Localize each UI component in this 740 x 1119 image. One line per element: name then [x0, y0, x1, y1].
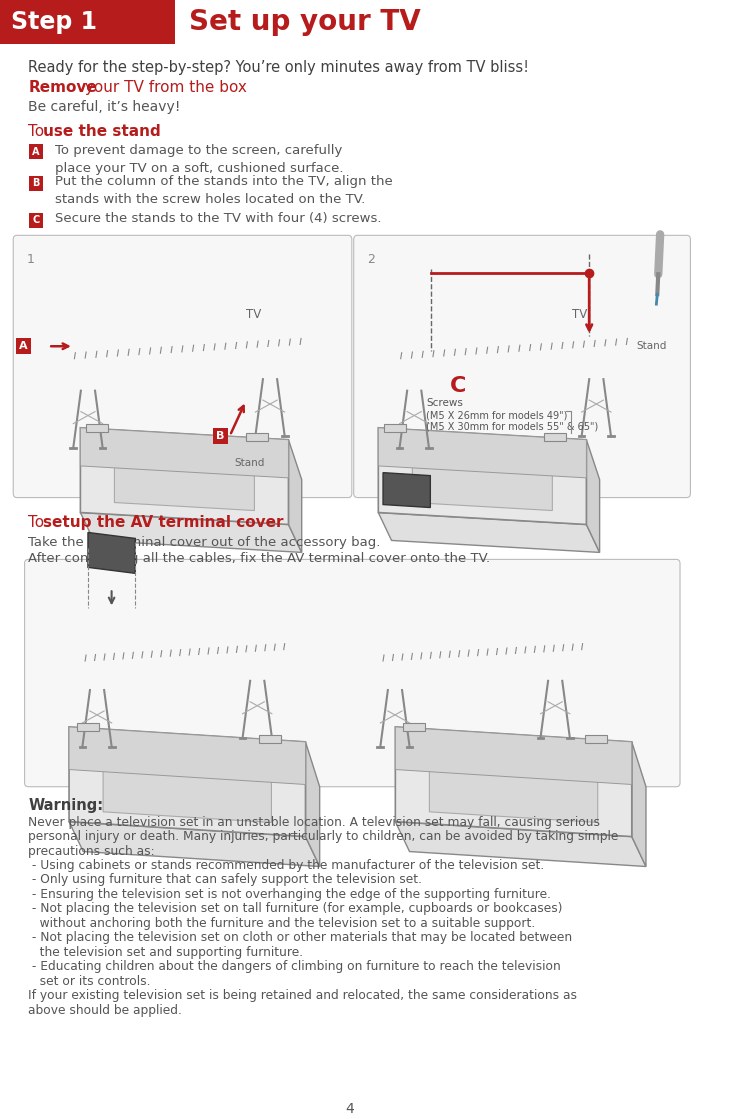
- Text: C: C: [33, 215, 39, 225]
- Text: Be careful, it’s heavy!: Be careful, it’s heavy!: [28, 100, 181, 114]
- Polygon shape: [383, 472, 431, 508]
- Text: Screws: Screws: [426, 398, 463, 407]
- Bar: [213, 427, 228, 444]
- Text: To prevent damage to the screen, carefully
place your TV on a soft, cushioned su: To prevent damage to the screen, careful…: [55, 143, 343, 175]
- Polygon shape: [69, 727, 306, 837]
- Polygon shape: [81, 427, 289, 525]
- FancyBboxPatch shape: [354, 235, 690, 498]
- FancyBboxPatch shape: [13, 235, 351, 498]
- Polygon shape: [115, 441, 255, 510]
- Polygon shape: [378, 427, 586, 525]
- Text: Never place a television set in an unstable location. A television set may fall,: Never place a television set in an unsta…: [28, 816, 600, 829]
- Polygon shape: [378, 427, 586, 478]
- Text: - Using cabinets or stands recommended by the manufacturer of the television set: - Using cabinets or stands recommended b…: [28, 859, 545, 872]
- Polygon shape: [103, 740, 272, 822]
- FancyBboxPatch shape: [24, 560, 680, 787]
- Polygon shape: [246, 433, 268, 441]
- Text: Take the AV terminal cover out of the accessory bag.: Take the AV terminal cover out of the ac…: [28, 536, 381, 549]
- Polygon shape: [395, 821, 646, 866]
- Polygon shape: [395, 727, 632, 784]
- Text: B: B: [33, 178, 40, 188]
- Text: - Only using furniture that can safely support the television set.: - Only using furniture that can safely s…: [28, 874, 423, 886]
- Polygon shape: [81, 427, 289, 478]
- Polygon shape: [289, 440, 302, 553]
- Text: Step 1: Step 1: [11, 10, 98, 34]
- Text: After connecting all the cables, fix the AV terminal cover onto the TV.: After connecting all the cables, fix the…: [28, 553, 491, 565]
- Text: To: To: [28, 515, 50, 529]
- Text: A: A: [19, 341, 28, 351]
- Text: Remove: Remove: [28, 79, 97, 95]
- Bar: [29, 213, 43, 228]
- Polygon shape: [429, 740, 598, 822]
- Text: Set up your TV: Set up your TV: [189, 8, 421, 36]
- Polygon shape: [88, 533, 135, 573]
- Polygon shape: [306, 742, 320, 866]
- Polygon shape: [86, 424, 108, 432]
- Text: setup the AV terminal cover: setup the AV terminal cover: [43, 515, 283, 529]
- Polygon shape: [632, 742, 646, 866]
- Text: your TV from the box: your TV from the box: [81, 79, 247, 95]
- Polygon shape: [545, 433, 566, 441]
- Bar: [16, 338, 31, 355]
- Bar: [29, 144, 43, 159]
- Text: TV: TV: [572, 308, 588, 321]
- Text: (M5 X 26mm for models 49"): (M5 X 26mm for models 49"): [426, 411, 568, 421]
- Text: B: B: [216, 431, 224, 441]
- Text: 1: 1: [27, 253, 34, 266]
- Text: Stand: Stand: [235, 458, 265, 468]
- Text: personal injury or death. Many injuries, particularly to children, can be avoide: personal injury or death. Many injuries,…: [28, 830, 619, 843]
- Text: - Educating children about the dangers of climbing on furniture to reach the tel: - Educating children about the dangers o…: [28, 960, 561, 974]
- Text: (M5 X 30mm for models 55" & 65"): (M5 X 30mm for models 55" & 65"): [426, 422, 599, 432]
- Polygon shape: [395, 727, 632, 837]
- Polygon shape: [412, 441, 552, 510]
- Polygon shape: [259, 735, 281, 743]
- Text: - Ensuring the television set is not overhanging the edge of the supporting furn: - Ensuring the television set is not ove…: [28, 888, 551, 901]
- Text: above should be applied.: above should be applied.: [28, 1004, 182, 1016]
- Text: precautions such as:: precautions such as:: [28, 845, 155, 857]
- Polygon shape: [585, 735, 608, 743]
- Polygon shape: [77, 723, 99, 731]
- Text: the television set and supporting furniture.: the television set and supporting furnit…: [28, 946, 303, 959]
- Text: - Not placing the television set on cloth or other materials that may be located: - Not placing the television set on clot…: [28, 931, 573, 944]
- Polygon shape: [378, 513, 599, 553]
- Polygon shape: [586, 440, 599, 553]
- Text: 2: 2: [367, 253, 375, 266]
- Text: set or its controls.: set or its controls.: [28, 975, 151, 988]
- Text: Secure the stands to the TV with four (4) screws.: Secure the stands to the TV with four (4…: [55, 213, 381, 225]
- Text: A: A: [32, 147, 40, 157]
- Text: Put the column of the stands into the TV, align the
stands with the screw holes : Put the column of the stands into the TV…: [55, 176, 393, 207]
- Polygon shape: [403, 723, 425, 731]
- Text: - Not placing the television set on tall furniture (for example, cupboards or bo: - Not placing the television set on tall…: [28, 902, 563, 915]
- Text: If your existing television set is being retained and relocated, the same consid: If your existing television set is being…: [28, 989, 577, 1003]
- Text: without anchoring both the furniture and the television set to a suitable suppor: without anchoring both the furniture and…: [28, 916, 536, 930]
- Polygon shape: [384, 424, 406, 432]
- Text: Ready for the step-by-step? You’re only minutes away from TV bliss!: Ready for the step-by-step? You’re only …: [28, 59, 529, 75]
- Polygon shape: [81, 513, 302, 553]
- Text: Stand: Stand: [636, 340, 667, 350]
- Bar: [0, 0, 175, 44]
- Polygon shape: [69, 821, 320, 866]
- Text: C: C: [450, 376, 466, 396]
- Polygon shape: [69, 727, 306, 784]
- Bar: [29, 176, 43, 191]
- Text: TV: TV: [246, 308, 261, 321]
- Text: use the stand: use the stand: [43, 123, 161, 139]
- Text: To: To: [28, 123, 50, 139]
- Text: 4: 4: [346, 1102, 354, 1116]
- Text: Warning:: Warning:: [28, 798, 104, 812]
